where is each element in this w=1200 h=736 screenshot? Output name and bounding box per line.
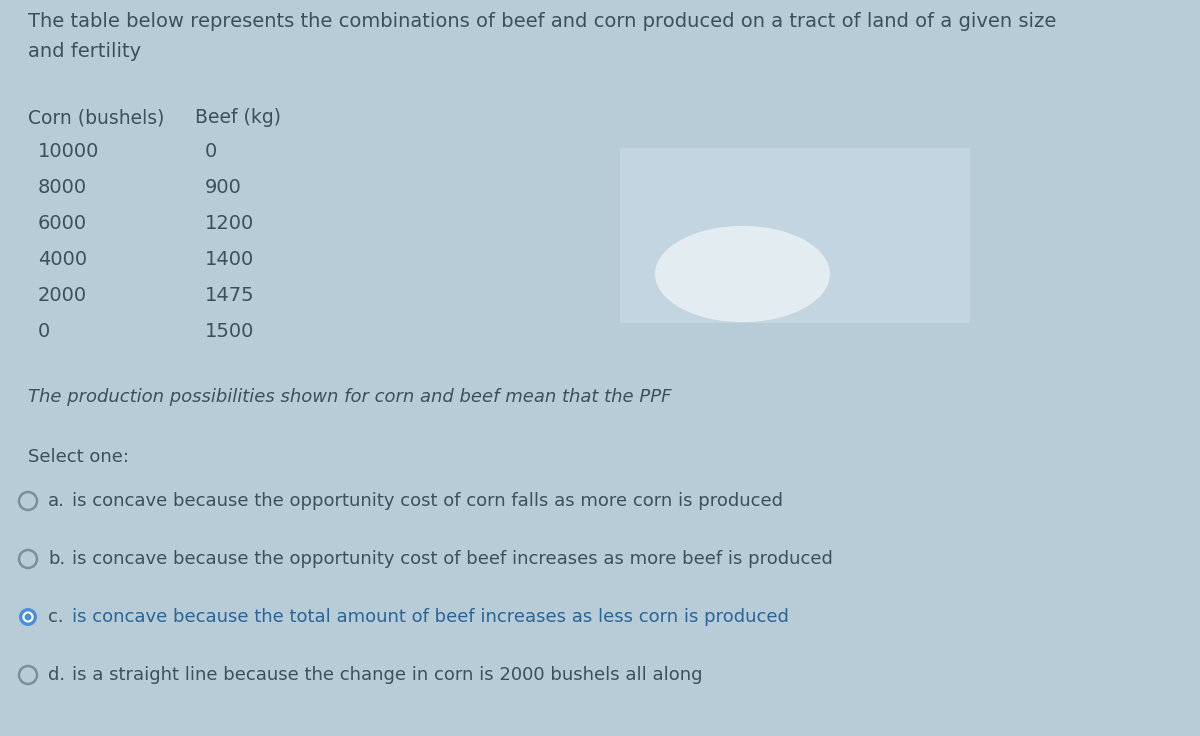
Text: d.: d. [48, 666, 65, 684]
Text: c.: c. [48, 608, 64, 626]
Text: Beef (kg): Beef (kg) [194, 108, 281, 127]
Text: The production possibilities shown for corn and beef mean that the PPF: The production possibilities shown for c… [28, 388, 672, 406]
Circle shape [23, 612, 34, 623]
Text: 0: 0 [38, 322, 50, 341]
Text: 2000: 2000 [38, 286, 88, 305]
Text: 0: 0 [205, 142, 217, 161]
Text: a.: a. [48, 492, 65, 510]
Text: 6000: 6000 [38, 214, 88, 233]
Text: is concave because the opportunity cost of corn falls as more corn is produced: is concave because the opportunity cost … [72, 492, 784, 510]
Text: 900: 900 [205, 178, 242, 197]
Text: 1200: 1200 [205, 214, 254, 233]
Text: 1500: 1500 [205, 322, 254, 341]
Circle shape [19, 608, 37, 626]
Text: 10000: 10000 [38, 142, 100, 161]
Text: Select one:: Select one: [28, 448, 130, 466]
Text: is concave because the opportunity cost of beef increases as more beef is produc: is concave because the opportunity cost … [72, 550, 833, 568]
Text: Corn (bushels): Corn (bushels) [28, 108, 164, 127]
Text: is a straight line because the change in corn is 2000 bushels all along: is a straight line because the change in… [72, 666, 702, 684]
Text: 8000: 8000 [38, 178, 88, 197]
Circle shape [24, 614, 31, 620]
Text: b.: b. [48, 550, 65, 568]
FancyBboxPatch shape [620, 148, 970, 323]
Text: 1475: 1475 [205, 286, 254, 305]
Text: 1400: 1400 [205, 250, 254, 269]
Text: 4000: 4000 [38, 250, 88, 269]
Text: and fertility: and fertility [28, 42, 142, 61]
Text: The table below represents the combinations of beef and corn produced on a tract: The table below represents the combinati… [28, 12, 1056, 31]
Text: is concave because the total amount of beef increases as less corn is produced: is concave because the total amount of b… [72, 608, 788, 626]
Ellipse shape [655, 226, 830, 322]
